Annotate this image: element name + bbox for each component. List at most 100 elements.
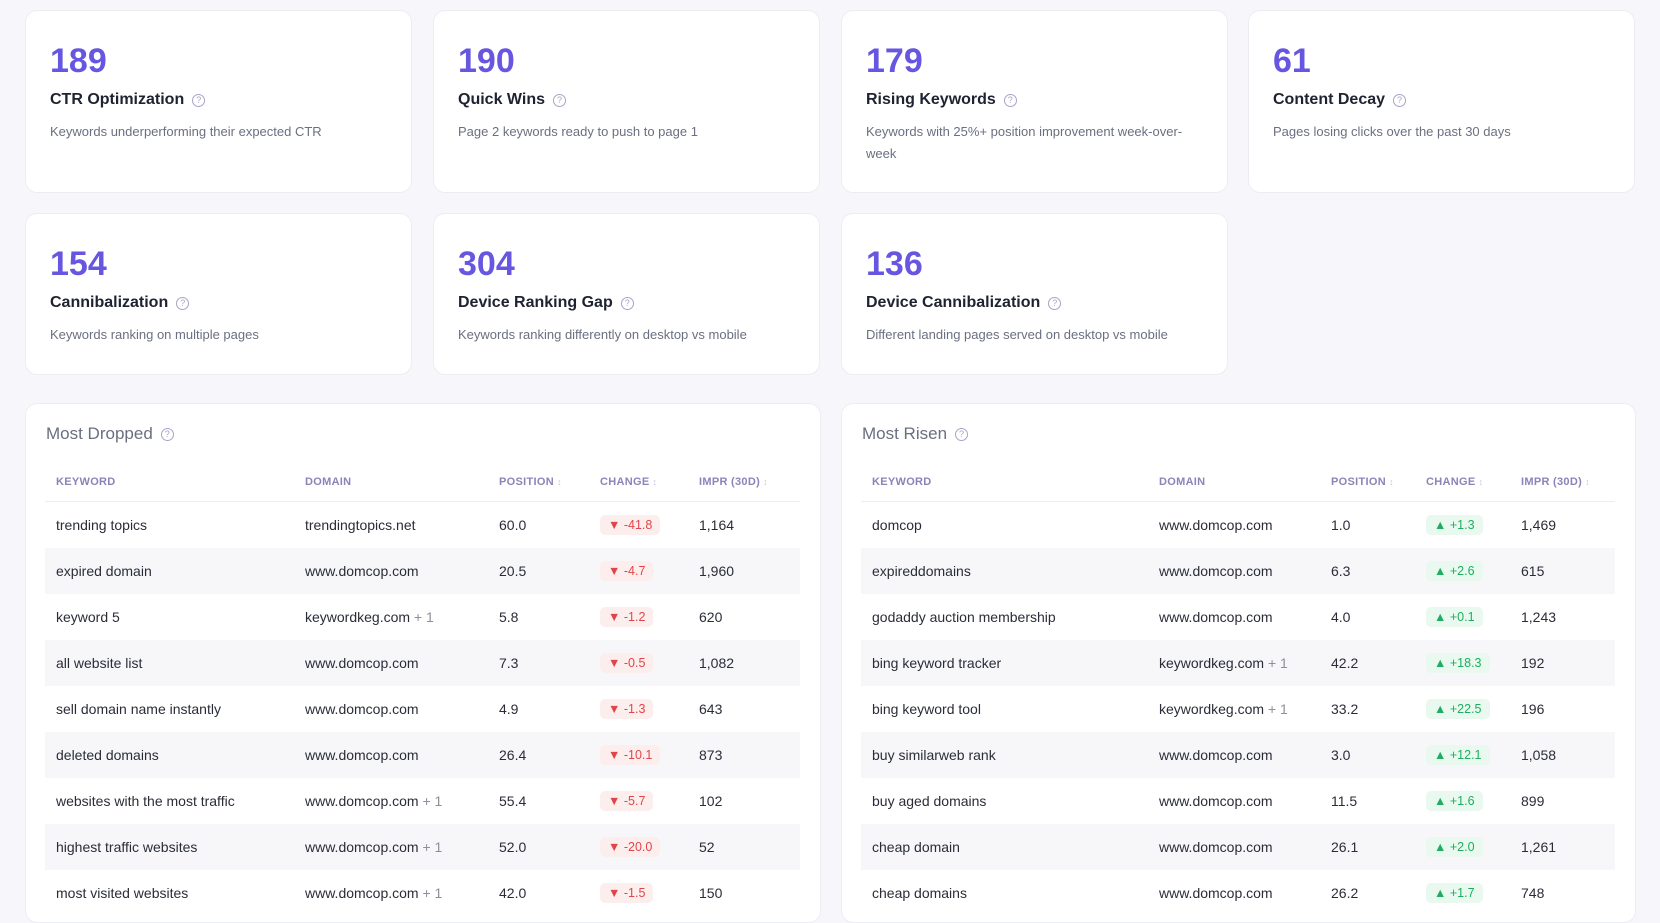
table-row[interactable]: deleted domains www.domcop.com 26.4 ▼ -1… [45, 732, 800, 778]
table-row[interactable]: websites with the most traffic www.domco… [45, 778, 800, 824]
help-icon[interactable]: ? [955, 427, 969, 441]
metric-value: 154 [50, 245, 107, 283]
change-badge: ▲ +1.7 [1426, 883, 1483, 903]
more-domains[interactable]: + 1 [422, 793, 443, 809]
help-icon[interactable]: ? [1003, 93, 1017, 107]
change: ▼ -0.5 [589, 653, 688, 673]
table-row[interactable]: godaddy auction membership www.domcop.co… [861, 594, 1615, 640]
metric-value: 189 [50, 42, 107, 80]
metric-card[interactable]: 61 Content Decay? Pages losing clicks over… [1248, 10, 1635, 193]
domain: www.domcop.com [1159, 793, 1273, 809]
position: 1.0 [1331, 517, 1351, 533]
help-icon[interactable]: ? [1048, 296, 1062, 310]
table-row[interactable]: sell domain name instantly www.domcop.co… [45, 686, 800, 732]
metric-card[interactable]: 154 Cannibalization? Keywords ranking on m… [25, 213, 412, 375]
help-icon[interactable]: ? [176, 296, 190, 310]
help-icon[interactable]: ? [1393, 93, 1407, 107]
change: ▲ +12.1 [1415, 745, 1510, 765]
change-badge: ▲ +2.6 [1426, 561, 1483, 581]
metric-card[interactable]: 179 Rising Keywords? Keywords with 25%+ po… [841, 10, 1228, 193]
impressions: 1,960 [699, 563, 735, 579]
keyword: cheap domain [872, 839, 960, 855]
impressions: 1,058 [1521, 747, 1557, 763]
help-icon[interactable]: ? [620, 296, 634, 310]
more-domains[interactable]: + 1 [1267, 701, 1288, 717]
change-badge: ▼ -41.8 [600, 515, 661, 535]
change-badge: ▼ -4.7 [600, 561, 654, 581]
position: 20.5 [499, 563, 527, 579]
domain: www.domcop.com [305, 563, 419, 579]
impressions: 899 [1521, 793, 1545, 809]
impressions: 52 [699, 839, 715, 855]
most-dropped-table: KEYWORD DOMAIN POSITION ↕ CHANGE ↕ IMPR (30D) ↕… [45, 462, 800, 916]
more-domains[interactable]: + 1 [422, 839, 443, 855]
metric-value: 136 [866, 245, 923, 283]
table-row[interactable]: expired domain www.domcop.com 20.5 ▼ -4.… [45, 548, 800, 594]
column-header[interactable]: IMPR (30D) ↕ [1521, 475, 1590, 488]
sort-icon[interactable]: ↕ [763, 476, 768, 487]
help-icon[interactable]: ? [160, 427, 174, 441]
table-row[interactable]: trending topics trendingtopics.net 60.0 … [45, 502, 800, 548]
domain: www.domcop.com [1159, 517, 1273, 533]
panel-title: Most Risen [862, 424, 948, 443]
change-badge: ▼ -1.3 [600, 699, 654, 719]
sort-icon[interactable]: ↕ [1585, 476, 1590, 487]
table-row[interactable]: buy similarweb rank www.domcop.com 3.0 ▲… [861, 732, 1615, 778]
metric-title: Quick Wins [458, 91, 545, 108]
metric-card[interactable]: 304 Device Ranking Gap? Keywords ranking d… [433, 213, 820, 375]
sort-icon[interactable]: ↕ [1388, 476, 1394, 487]
metric-card[interactable]: 190 Quick Wins? Page 2 keywords ready to p… [433, 10, 820, 193]
impressions: 192 [1521, 655, 1545, 671]
domain: www.domcop.com [305, 747, 419, 763]
metric-description: Keywords ranking differently on desktop … [458, 327, 747, 342]
sort-icon[interactable]: ↕ [652, 476, 658, 487]
table-row[interactable]: all website list www.domcop.com 7.3 ▼ -0… [45, 640, 800, 686]
table-row[interactable]: cheap domain www.domcop.com 26.1 ▲ +2.0 … [861, 824, 1615, 870]
position: 55.4 [499, 793, 527, 809]
more-domains[interactable]: + 1 [1267, 655, 1288, 671]
change-badge: ▼ -10.1 [600, 745, 661, 765]
metric-title: Content Decay [1273, 91, 1386, 108]
domain: trendingtopics.net [305, 517, 416, 533]
sort-icon[interactable]: ↕ [556, 476, 562, 487]
column-header[interactable]: POSITION ↕ [1331, 475, 1394, 488]
metric-card[interactable]: 136 Device Cannibalization? Different land… [841, 213, 1228, 375]
metric-description: Page 2 keywords ready to push to page 1 [458, 124, 698, 139]
table-row[interactable]: bing keyword tool keywordkeg.com + 1 33.… [861, 686, 1615, 732]
table-row[interactable]: bing keyword tracker keywordkeg.com + 1 … [861, 640, 1615, 686]
metric-value: 179 [866, 42, 923, 80]
domain: www.domcop.com [1159, 885, 1273, 901]
column-header[interactable]: IMPR (30D) ↕ [699, 475, 768, 488]
more-domains[interactable]: + 1 [422, 885, 443, 901]
help-icon[interactable]: ? [192, 93, 206, 107]
panel-title: Most Dropped [46, 424, 153, 443]
column-header[interactable]: CHANGE ↕ [600, 475, 658, 488]
table-row[interactable]: expireddomains www.domcop.com 6.3 ▲ +2.6… [861, 548, 1615, 594]
column-header[interactable]: POSITION ↕ [499, 475, 562, 488]
table-row[interactable]: domcop www.domcop.com 1.0 ▲ +1.3 1,469 [861, 502, 1615, 548]
keyword: sell domain name instantly [56, 701, 221, 717]
keyword: highest traffic websites [56, 839, 198, 855]
impressions: 748 [1521, 885, 1545, 901]
impressions: 873 [699, 747, 723, 763]
help-icon[interactable]: ? [552, 93, 566, 107]
table-row[interactable]: highest traffic websites www.domcop.com … [45, 824, 800, 870]
sort-icon[interactable]: ↕ [1478, 476, 1484, 487]
metric-description: Keywords underperforming their expected … [50, 124, 322, 139]
metric-card[interactable]: 189 CTR Optimization? Keywords underperfor… [25, 10, 412, 193]
table-row[interactable]: keyword 5 keywordkeg.com + 1 5.8 ▼ -1.2 … [45, 594, 800, 640]
table-row[interactable]: cheap domains www.domcop.com 26.2 ▲ +1.7… [861, 870, 1615, 916]
change: ▲ +1.3 [1415, 515, 1510, 535]
metric-description: Different landing pages served on deskto… [866, 327, 1168, 342]
more-domains[interactable]: + 1 [413, 609, 434, 625]
change-badge: ▲ +2.0 [1426, 837, 1483, 857]
change: ▼ -1.3 [589, 699, 688, 719]
change: ▼ -1.2 [589, 607, 688, 627]
change: ▲ +1.7 [1415, 883, 1510, 903]
change: ▲ +18.3 [1415, 653, 1510, 673]
column-header[interactable]: CHANGE ↕ [1426, 475, 1484, 488]
table-row[interactable]: most visited websites www.domcop.com + 1… [45, 870, 800, 916]
table-row[interactable]: buy aged domains www.domcop.com 11.5 ▲ +… [861, 778, 1615, 824]
impressions: 643 [699, 701, 723, 717]
change-badge: ▼ -1.5 [600, 883, 654, 903]
